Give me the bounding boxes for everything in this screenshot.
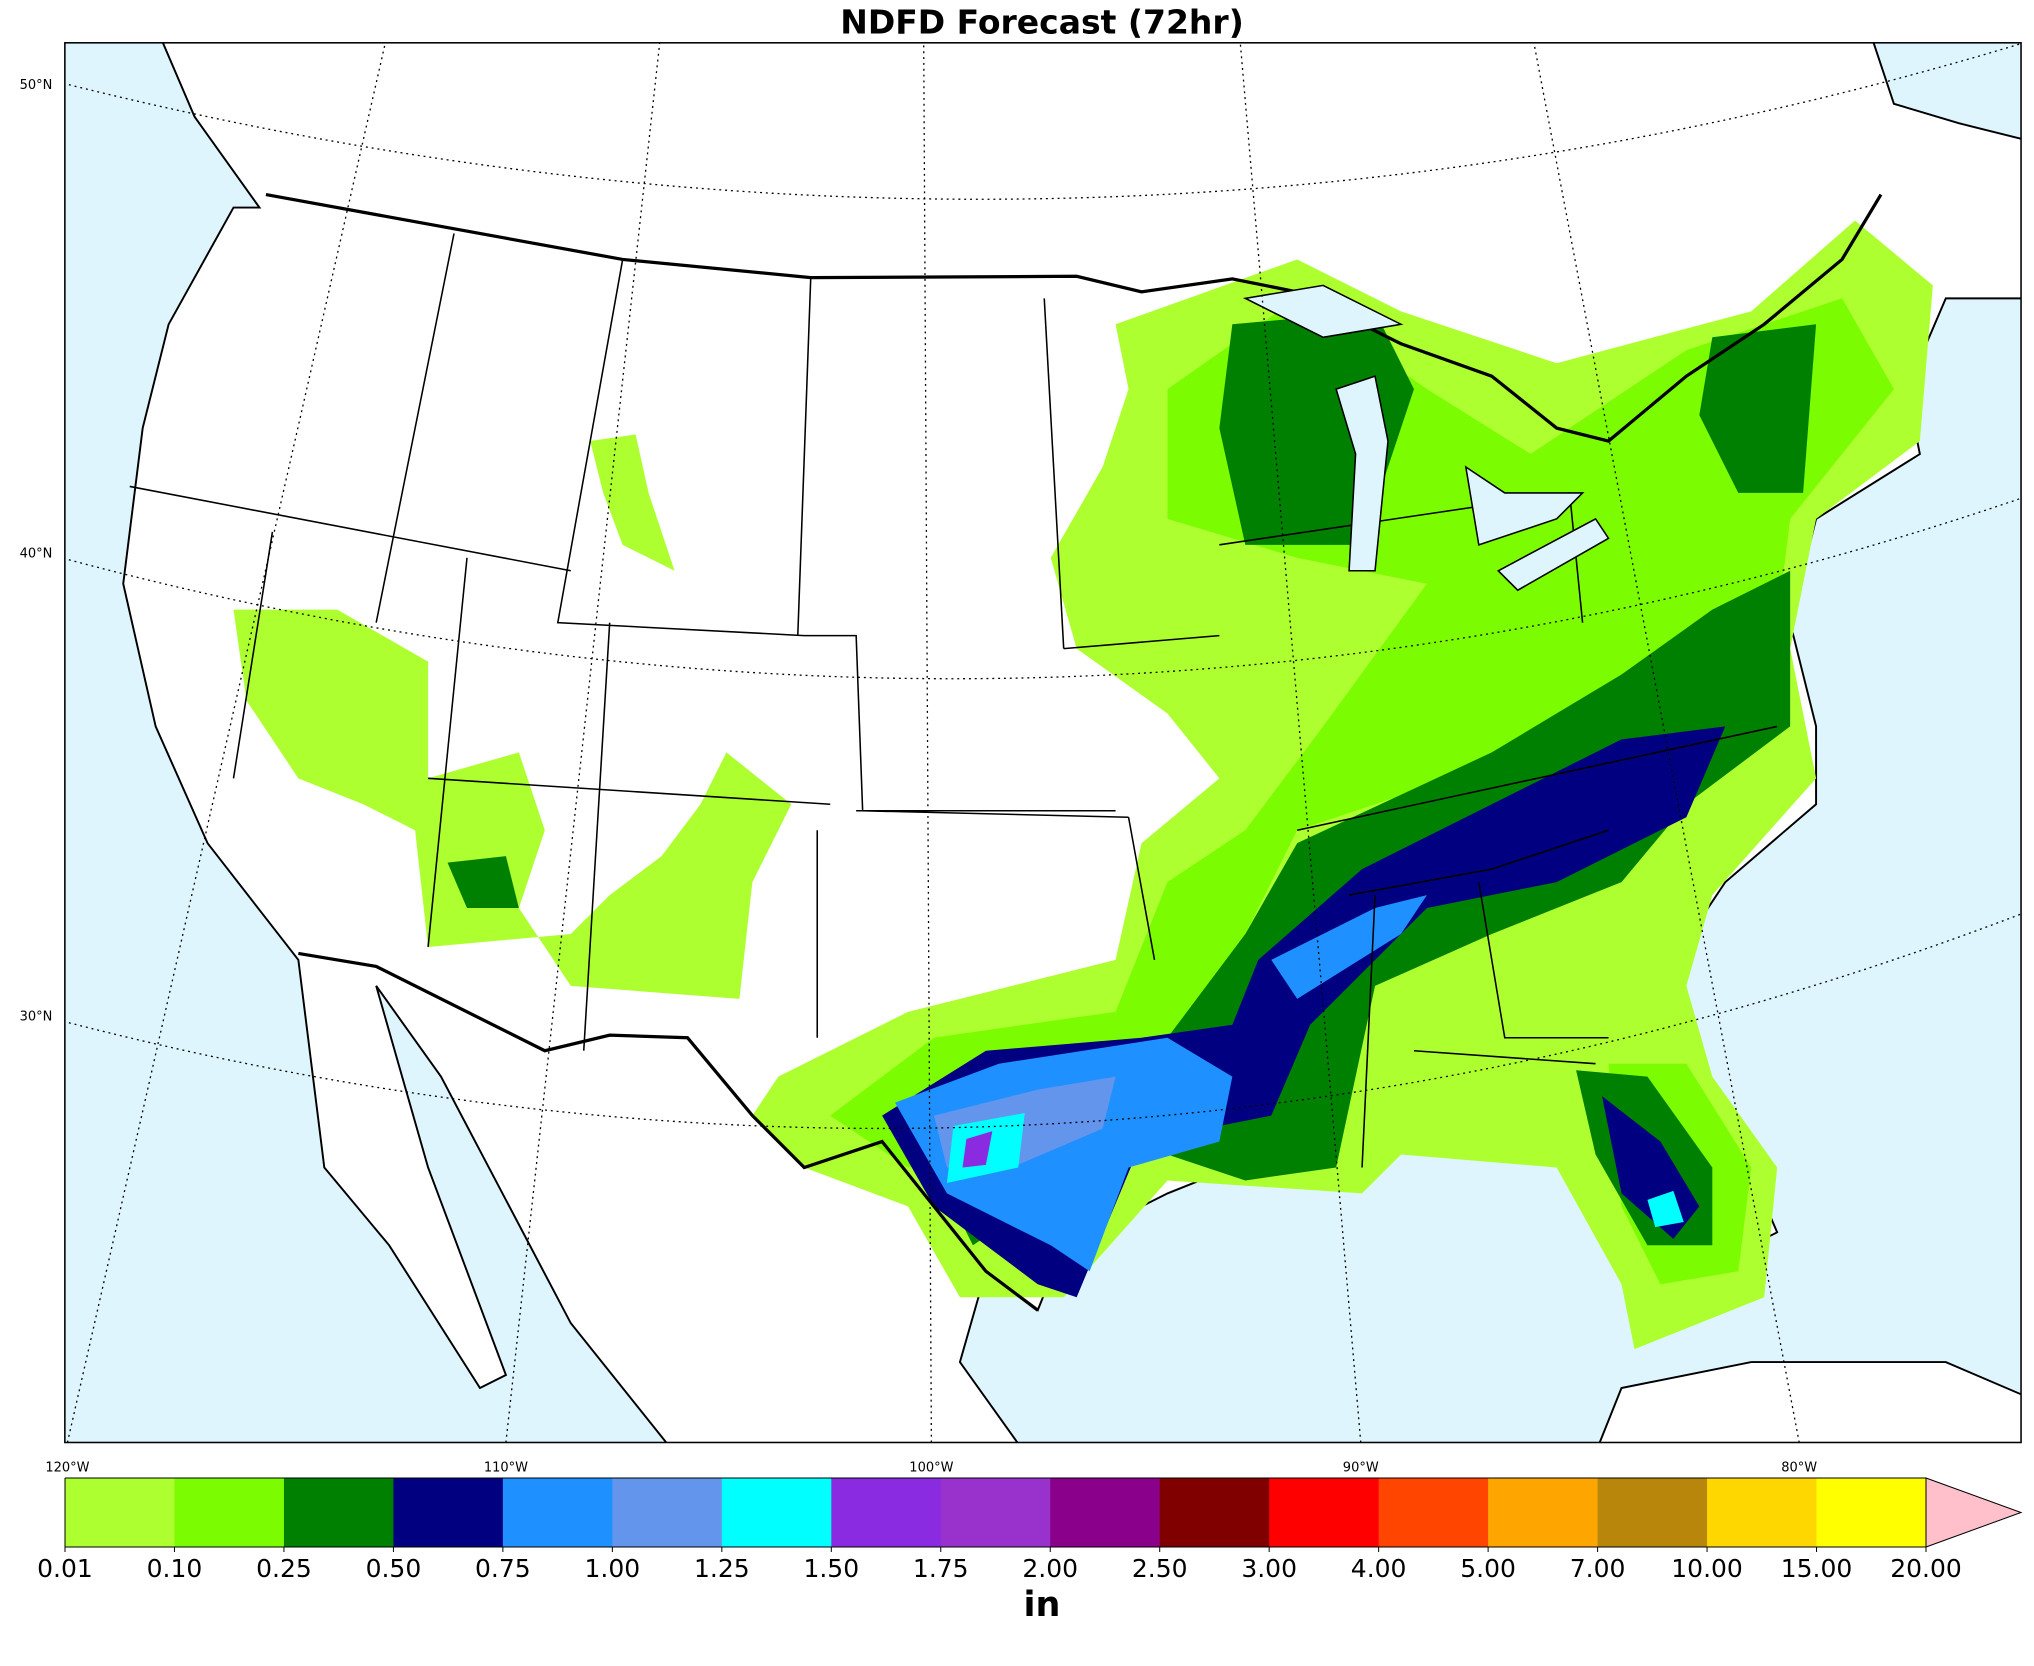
map [64, 42, 2022, 1444]
lon-label: 110°W [484, 1461, 528, 1476]
canada-border [265, 192, 1883, 443]
lon-label: 100°W [909, 1461, 953, 1476]
lake [1464, 465, 1585, 546]
lon-label: 90°W [1343, 1461, 1379, 1476]
lakes [1242, 284, 1610, 592]
borders [129, 192, 1883, 1312]
colorbar-segment [1050, 1478, 1161, 1547]
colorbar-tick-label: 15.00 [1781, 1554, 1853, 1583]
colorbar-tick-label: 2.00 [1022, 1554, 1078, 1583]
colorbar-tick-label: 7.00 [1570, 1554, 1626, 1583]
colorbar-label: in [1024, 1585, 1061, 1625]
precip-area [447, 856, 519, 909]
colorbar-tick-label: 1.50 [803, 1554, 859, 1583]
colorbar-segment [831, 1478, 942, 1547]
mexico-border [298, 951, 1039, 1312]
colorbar-tick-label: 1.00 [585, 1554, 641, 1583]
colorbar: 0.01 0.10 0.25 0.50 0.75 1.00 1.25 1.50 1.75 2.00… [37, 1477, 2023, 1625]
colorbar-tick-label: 2.50 [1132, 1554, 1188, 1583]
lake [1496, 517, 1610, 592]
colorbar-tick-label: 4.00 [1351, 1554, 1407, 1583]
colorbar-tick-label: 0.75 [475, 1554, 531, 1583]
lon-label: 120°W [45, 1461, 89, 1476]
meridian [505, 42, 661, 1443]
colorbar-tick-label: 0.01 [37, 1554, 93, 1583]
precip-area [1271, 895, 1427, 999]
colorbar-extend [1925, 1477, 2023, 1548]
precip-area [233, 609, 792, 999]
colorbar-segment [721, 1478, 832, 1547]
precip-area [1699, 324, 1817, 493]
lake [1335, 375, 1389, 572]
colorbar-tick-label: 10.00 [1671, 1554, 1743, 1583]
colorbar-segment [393, 1478, 504, 1547]
colorbar-outline [64, 1477, 1926, 1548]
colorbar-segment [1159, 1478, 1270, 1547]
cuba [1598, 1361, 2022, 1443]
colorbar-segment [174, 1478, 285, 1547]
colorbar-tick-label: 0.50 [366, 1554, 422, 1583]
colorbar-segment [940, 1478, 1051, 1547]
map-frame [64, 42, 2022, 1444]
colorbar-segment [502, 1478, 613, 1547]
precip-area [590, 434, 675, 571]
lat-label: 40°N [20, 546, 53, 561]
colorbar-tick-label: 0.10 [147, 1554, 203, 1583]
colorbar-segment [283, 1478, 394, 1547]
colorbar-tick-label: 5.00 [1460, 1554, 1516, 1583]
precip-area [1647, 1190, 1684, 1228]
parallel [64, 913, 2022, 1130]
colorbar-tick-label: 20.00 [1890, 1554, 1962, 1583]
lake [1242, 284, 1404, 339]
colorbar-segment [1597, 1478, 1708, 1547]
colorbar-segment [612, 1478, 723, 1547]
colorbar-segment [1707, 1478, 1818, 1547]
colorbar-tick-label: 1.25 [694, 1554, 750, 1583]
colorbar-tick-label: 1.75 [913, 1554, 969, 1583]
lat-label: 30°N [20, 1010, 53, 1025]
precip-area [962, 1131, 993, 1168]
map-title: NDFD Forecast (72hr) [840, 3, 1244, 42]
colorbar-tick-label: 0.25 [256, 1554, 312, 1583]
precip-fields [233, 220, 1933, 1350]
colorbar-segment [1816, 1478, 1927, 1547]
precip-area [895, 1037, 1233, 1272]
lat-label: 50°N [20, 78, 53, 93]
colorbar-segment [65, 1478, 175, 1547]
colorbar-segment [1378, 1478, 1489, 1547]
state-lines [129, 233, 1778, 1168]
lon-label: 80°W [1781, 1461, 1817, 1476]
colorbar-tick-label: 3.00 [1241, 1554, 1297, 1583]
colorbar-segment [1488, 1478, 1599, 1547]
colorbar-segment [1269, 1478, 1380, 1547]
meridian [1533, 42, 1800, 1443]
graticule [64, 42, 2022, 1443]
precip-area [830, 298, 1894, 1168]
meridian [923, 42, 933, 1443]
